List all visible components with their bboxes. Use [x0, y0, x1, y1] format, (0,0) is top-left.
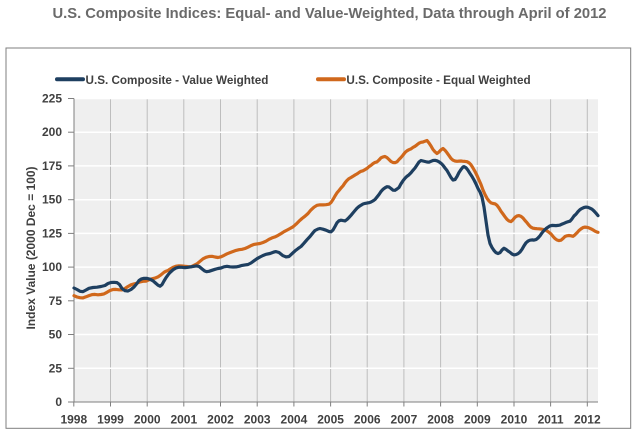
svg-text:U.S. Composite - Equal Weighte: U.S. Composite - Equal Weighted — [346, 74, 530, 87]
svg-text:1999: 1999 — [97, 413, 124, 427]
svg-text:50: 50 — [49, 328, 63, 342]
svg-text:Index Value (2000 Dec = 100): Index Value (2000 Dec = 100) — [24, 166, 38, 329]
svg-text:2012: 2012 — [574, 413, 601, 427]
svg-text:200: 200 — [42, 125, 62, 139]
svg-text:2001: 2001 — [170, 413, 197, 427]
svg-text:2003: 2003 — [244, 413, 271, 427]
svg-text:125: 125 — [42, 226, 62, 240]
svg-text:2008: 2008 — [427, 413, 454, 427]
svg-text:2005: 2005 — [317, 413, 344, 427]
svg-text:U.S. Composite - Value Weighte: U.S. Composite - Value Weighted — [86, 74, 269, 87]
svg-text:150: 150 — [42, 193, 62, 207]
svg-text:225: 225 — [42, 92, 62, 106]
svg-text:1998: 1998 — [60, 413, 87, 427]
svg-text:175: 175 — [42, 159, 62, 173]
svg-text:2011: 2011 — [538, 413, 564, 427]
svg-text:25: 25 — [49, 361, 63, 375]
svg-text:2000: 2000 — [134, 413, 161, 427]
svg-text:100: 100 — [42, 260, 62, 274]
svg-text:75: 75 — [49, 294, 63, 308]
svg-text:2007: 2007 — [391, 413, 418, 427]
svg-text:2002: 2002 — [207, 413, 234, 427]
svg-text:2010: 2010 — [501, 413, 528, 427]
svg-text:0: 0 — [55, 395, 62, 409]
svg-text:2004: 2004 — [281, 413, 308, 427]
svg-text:2009: 2009 — [464, 413, 491, 427]
svg-text:2006: 2006 — [354, 413, 381, 427]
svg-text:U.S. Composite Indices: Equal-: U.S. Composite Indices: Equal- and Value… — [52, 6, 606, 22]
